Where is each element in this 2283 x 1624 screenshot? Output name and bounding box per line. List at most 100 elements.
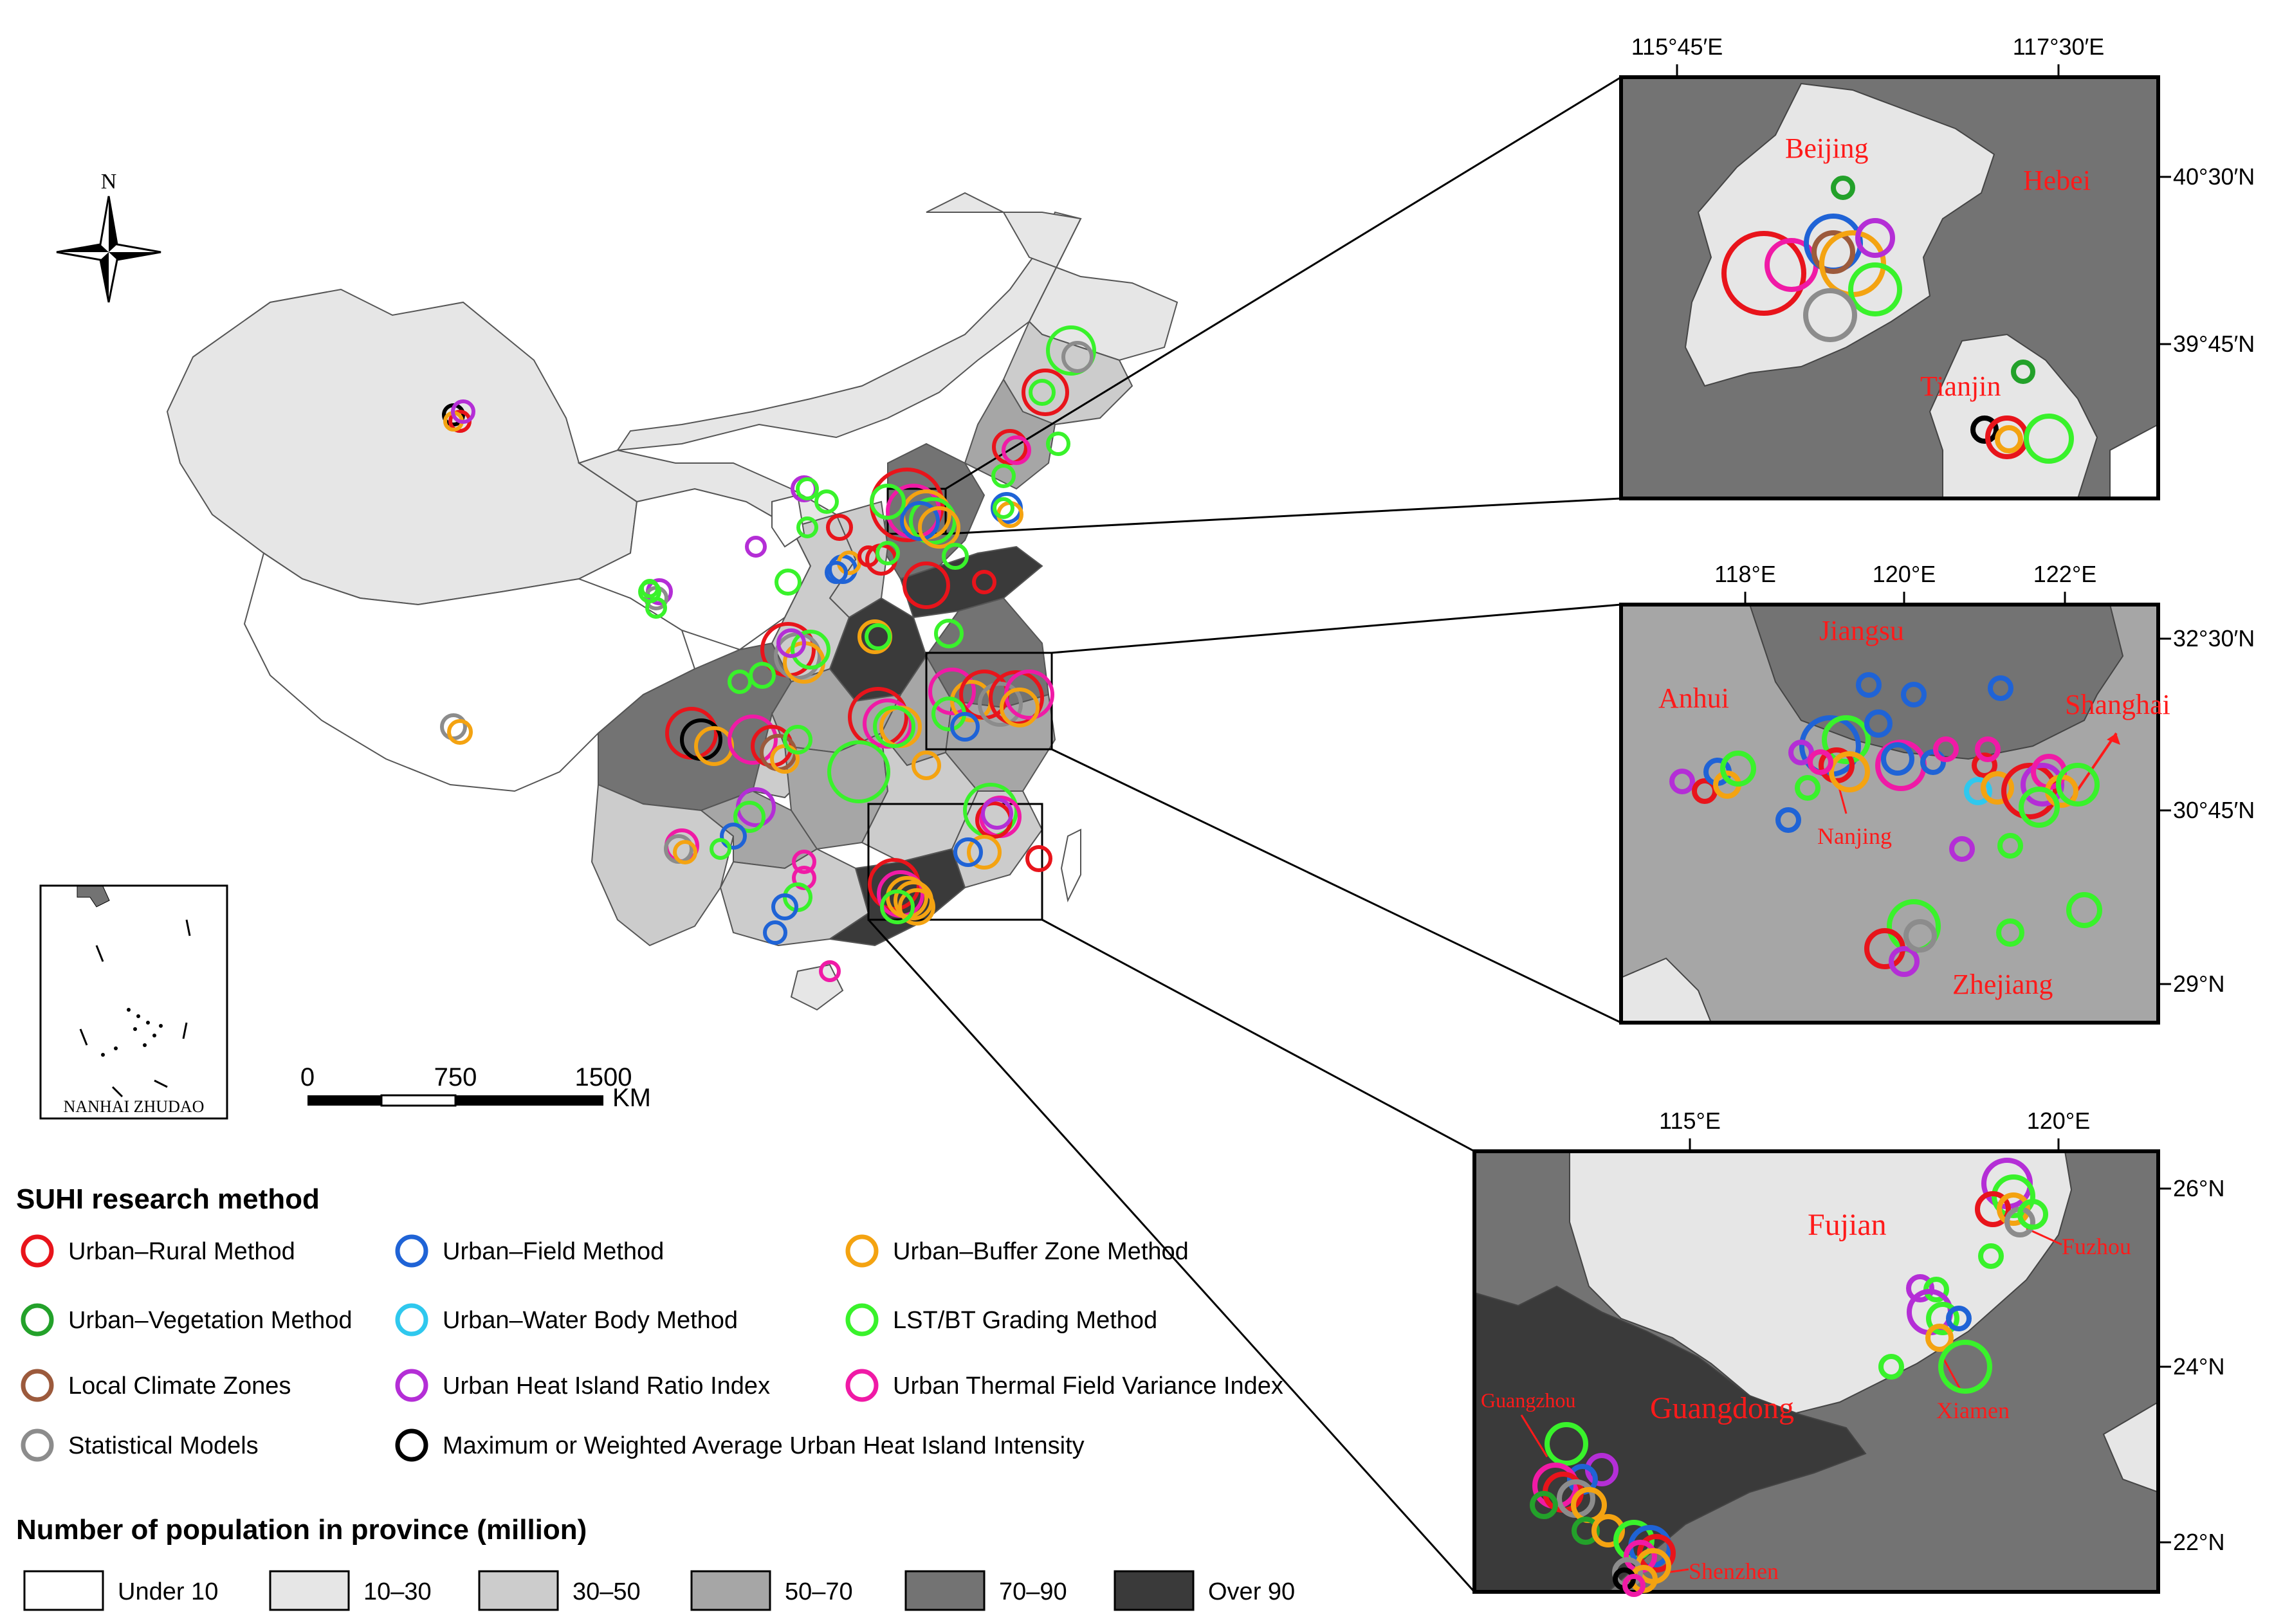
legend-method-label-8: Urban Thermal Field Variance Index (893, 1373, 1283, 1400)
inset-beijing-land-tianjin (1929, 333, 2098, 499)
main-map-marker (898, 888, 935, 926)
inset-prd-marker (1938, 1340, 1992, 1394)
main-map-marker (865, 623, 892, 650)
china-main-map (166, 192, 1178, 1011)
legend-population-swatch-4 (904, 1570, 986, 1611)
main-map-marker (972, 570, 996, 594)
legend-method-label-0: Urban–Rural Method (68, 1238, 295, 1265)
inset-beijing-marker (2011, 360, 2035, 384)
inset-prd-marker (1925, 1324, 1954, 1352)
legend-method-label-4: Urban–Water Body Method (443, 1307, 738, 1334)
main-map-marker (993, 497, 1014, 519)
inset-yangtze-marker (2021, 763, 2064, 807)
main-map-marker (1046, 325, 1096, 376)
inset-beijing-marker (1721, 231, 1806, 316)
main-map-marker (928, 668, 976, 715)
main-map-marker (796, 516, 818, 538)
inset-beijing-marker (1995, 425, 2023, 453)
main-map-marker (953, 837, 983, 867)
legend-method-icon-9 (21, 1428, 54, 1462)
main-map-marker (1061, 341, 1094, 373)
inset-yangtze-tick-right-2: 29°N (2173, 971, 2224, 997)
inset-yangtze-marker (1856, 672, 1882, 698)
main-map-marker (710, 838, 731, 860)
inset-yangtze-marker (1981, 771, 2014, 805)
inset-prd-label-shenzhen: Shenzhen (1689, 1558, 1779, 1584)
legend-method-label-1: Urban–Field Method (443, 1238, 664, 1265)
legend-method-label-7: Urban Heat Island Ratio Index (443, 1373, 770, 1400)
inset-yangtze-marker (1669, 769, 1695, 794)
inset-yangtze-marker (1975, 736, 2001, 762)
inset-yangtze-marker (1920, 749, 1946, 775)
inset-yangtze-marker (1775, 807, 1801, 833)
inset-prd-markers (1530, 1158, 2048, 1597)
legend-method-icon-4 (395, 1303, 428, 1337)
main-map-marker (870, 484, 906, 520)
inset-prd-label-fujian: Fujian (1808, 1208, 1887, 1242)
main-map-marker (745, 536, 767, 558)
main-map-marker (1029, 379, 1056, 406)
main-map-marker (903, 561, 950, 609)
main-map-marker (814, 489, 839, 514)
legend-method-icon-8 (845, 1369, 879, 1402)
legend-population-swatch-3 (690, 1570, 771, 1611)
inset-prd-marker (1637, 1534, 1676, 1573)
main-map-box-prd (867, 803, 1043, 921)
compass: N (56, 170, 161, 303)
inset-prd-tick-right-2: 22°N (2173, 1529, 2224, 1555)
main-map-markers (440, 325, 1096, 982)
scalebar-tick-1500: 1500 (575, 1063, 632, 1091)
inset-prd-marker (1946, 1306, 1972, 1331)
legend-methods-title: SUHI research method (16, 1183, 320, 1215)
province-yunnan (591, 783, 735, 947)
inset-yangtze-marker (1988, 675, 2013, 701)
province-shandong (899, 545, 1043, 619)
inset-prd-tick-right-0: 26°N (2173, 1175, 2224, 1201)
inset-yangtze-marker (1808, 749, 1833, 775)
inset-prd-label-guangzhou: Guangzhou (1481, 1389, 1576, 1412)
inset-yangtze-label-jiangsu: Jiangsu (1819, 615, 1904, 646)
main-map-marker (783, 725, 812, 754)
inset-yangtze-marker (2001, 763, 2058, 819)
legend-population-label-0: Under 10 (118, 1578, 218, 1605)
main-map-marker (912, 751, 941, 780)
main-map-marker (991, 464, 1016, 488)
main-map-marker (673, 840, 697, 864)
legend-method-icon-3 (21, 1303, 54, 1337)
inset-beijing-tick-top-0: 115°45′E (1631, 33, 1723, 60)
inset-beijing-marker (1855, 218, 1895, 258)
main-map-marker (775, 569, 802, 596)
scalebar: 0 750 1500 KM (300, 1063, 651, 1112)
inset-prd-tick-right-1: 24°N (2173, 1353, 2224, 1380)
inset-prd-marker (1545, 1422, 1588, 1466)
inset-yangtze-marker (1829, 751, 1870, 792)
legend-method-icon-6 (21, 1369, 54, 1402)
inset-yangtze-marker (1881, 742, 1914, 776)
main-map-marker (825, 561, 848, 584)
inset-yangtze-tick-right-1: 30°45′N (2173, 797, 2255, 823)
inset-yangtze-marker (1864, 709, 1893, 738)
inset-beijing-tick-top-1: 117°30′E (2013, 33, 2105, 60)
scalebar-tick-0: 0 (300, 1063, 315, 1091)
legend-population-label-4: 70–90 (999, 1578, 1067, 1605)
inset-yangtze-marker (1795, 775, 1820, 801)
main-map-marker (451, 399, 475, 424)
inset-yangtze-marker (1997, 833, 2023, 859)
inset-prd-tick-top-1: 120°E (2027, 1108, 2090, 1134)
inset-yangtze-marker (1972, 753, 1997, 778)
legend-population-swatch-0 (23, 1570, 104, 1611)
inset-beijing-marker (1803, 288, 1857, 342)
inset-beijing-label-beijing: Beijing (1785, 132, 1869, 164)
inset-yangtze-marker (1996, 918, 2024, 947)
legend-population-swatch-1 (269, 1570, 350, 1611)
inset-prd: 115°E 120°E 26°N 24°N 22°N Fujian Fuzhou… (1472, 1108, 2224, 1597)
province-taiwan (1060, 828, 1081, 903)
province-inner-mongolia (616, 211, 1082, 452)
inset-yangtze-tick-right-0: 32°30′N (2173, 625, 2255, 652)
main-map-marker (792, 850, 816, 874)
main-map-marker (728, 715, 778, 765)
inset-beijing-marker (1831, 176, 1855, 200)
main-map-marker (942, 543, 969, 570)
legend-method-icon-1 (395, 1234, 428, 1268)
inset-beijing-marker (2024, 414, 2074, 464)
